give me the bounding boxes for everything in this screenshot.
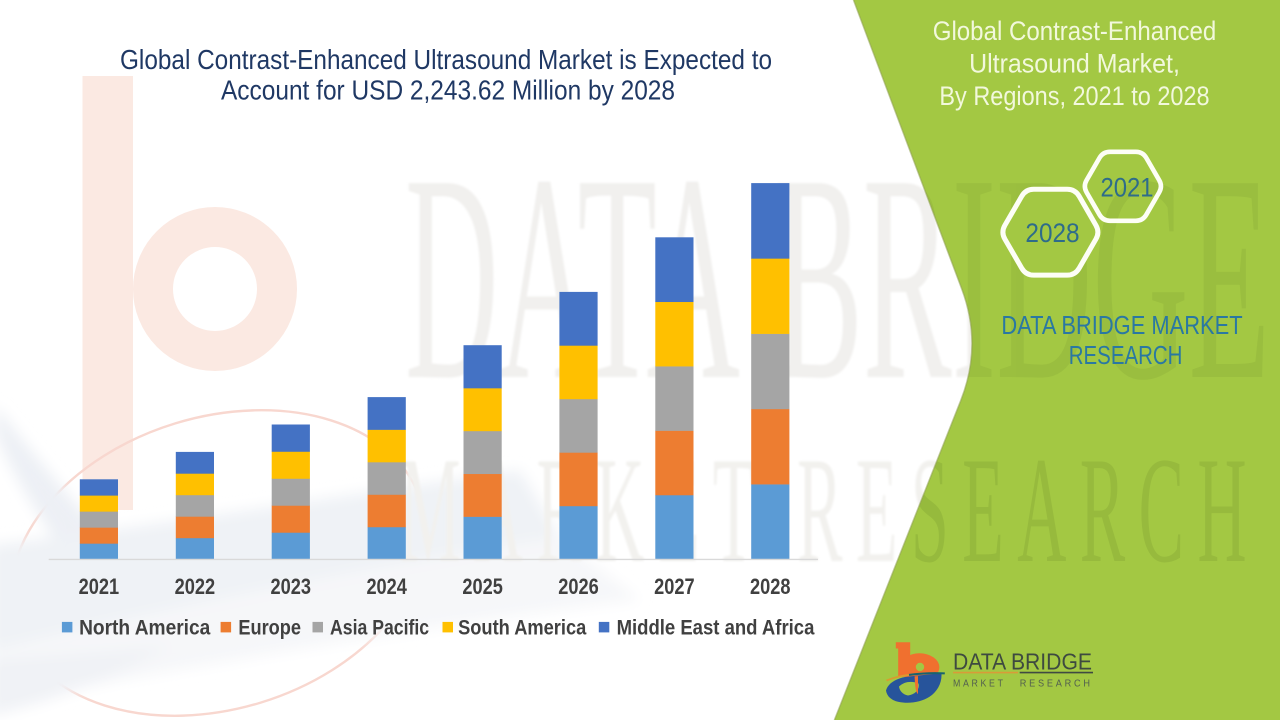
svg-text:South America: South America <box>458 615 587 639</box>
svg-text:Europe: Europe <box>238 615 301 639</box>
svg-text:Account for USD 2,243.62 Milli: Account for USD 2,243.62 Million by 2028 <box>221 74 675 105</box>
svg-text:2024: 2024 <box>366 574 407 599</box>
svg-text:RESEARCH: RESEARCH <box>1020 679 1093 690</box>
svg-text:Ultrasound Market,: Ultrasound Market, <box>969 49 1180 79</box>
svg-text:2022: 2022 <box>175 574 216 599</box>
svg-text:2023: 2023 <box>271 574 312 599</box>
svg-text:Middle East and Africa: Middle East and Africa <box>617 615 816 639</box>
svg-text:2028: 2028 <box>750 574 791 599</box>
svg-text:Global Contrast-Enhanced Ultra: Global Contrast-Enhanced Ultrasound Mark… <box>120 44 772 75</box>
svg-text:RESEARCH: RESEARCH <box>1069 342 1183 370</box>
svg-text:2026: 2026 <box>558 574 599 599</box>
svg-text:Global Contrast-Enhanced: Global Contrast-Enhanced <box>933 16 1217 46</box>
svg-text:MARKET: MARKET <box>953 679 1006 690</box>
svg-text:By Regions, 2021 to 2028: By Regions, 2021 to 2028 <box>939 81 1209 111</box>
svg-text:North America: North America <box>79 615 211 639</box>
svg-text:2025: 2025 <box>462 574 503 599</box>
svg-text:2028: 2028 <box>1025 218 1079 248</box>
svg-text:2021: 2021 <box>1100 172 1153 202</box>
svg-text:DATA BRIDGE: DATA BRIDGE <box>953 649 1092 675</box>
svg-text:2021: 2021 <box>79 574 120 599</box>
svg-text:DATA BRIDGE MARKET: DATA BRIDGE MARKET <box>1001 312 1242 340</box>
svg-text:Asia Pacific: Asia Pacific <box>330 615 429 639</box>
svg-text:2027: 2027 <box>654 574 695 599</box>
